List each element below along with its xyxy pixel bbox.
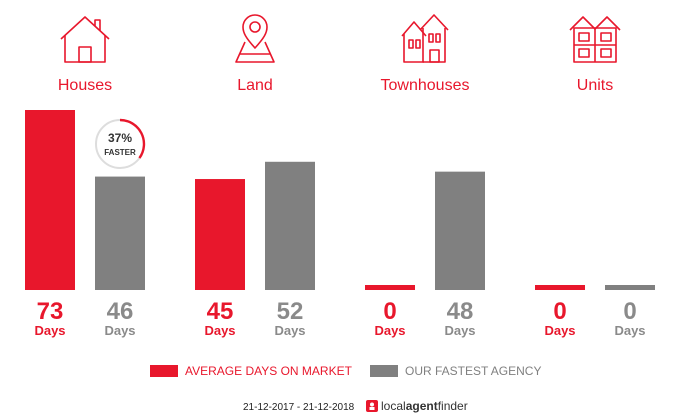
- unit-label-houses-agency: Days: [104, 323, 135, 338]
- category-label-houses: Houses: [58, 77, 112, 94]
- unit-label-land-market: Days: [204, 323, 235, 338]
- faster-badge: 37% FASTER: [95, 118, 146, 169]
- unit-label-houses-market: Days: [34, 323, 65, 338]
- bar-houses-agency: [95, 176, 145, 290]
- value-label-units-market: 0: [553, 298, 566, 325]
- value-label-land-agency: 52: [277, 298, 304, 325]
- value-label-land-market: 45: [207, 298, 234, 325]
- badge-faster-label: FASTER: [104, 148, 136, 157]
- legend: AVERAGE DAYS ON MARKET OUR FASTEST AGENC…: [150, 364, 541, 378]
- category-label-units: Units: [577, 77, 613, 94]
- value-label-houses-agency: 46: [107, 298, 134, 325]
- value-labels-group: 73Days46Days45Days52Days0Days48Days0Days…: [34, 298, 645, 338]
- bars-group: [25, 110, 655, 290]
- value-label-townhouses-market: 0: [383, 298, 396, 325]
- bar-houses-market: [25, 110, 75, 290]
- date-range: 21-12-2017 - 21-12-2018: [243, 402, 355, 413]
- unit-label-townhouses-market: Days: [374, 323, 405, 338]
- badge-percent: 37%: [108, 131, 132, 145]
- legend-swatch-market: [150, 365, 178, 377]
- unit-label-townhouses-agency: Days: [444, 323, 475, 338]
- unit-label-units-market: Days: [544, 323, 575, 338]
- category-label-land: Land: [237, 77, 273, 94]
- land-pin-icon: [235, 14, 275, 63]
- bar-townhouses-market: [365, 285, 415, 290]
- value-label-units-agency: 0: [623, 298, 636, 325]
- bar-land-agency: [265, 161, 315, 290]
- house-icon: [60, 16, 110, 63]
- bar-units-market: [535, 285, 585, 290]
- brand-logo: localagentfinder: [366, 399, 468, 413]
- bar-land-market: [195, 179, 245, 290]
- legend-label-market: AVERAGE DAYS ON MARKET: [185, 364, 353, 378]
- bar-units-agency: [605, 285, 655, 290]
- value-label-townhouses-agency: 48: [447, 298, 474, 325]
- value-label-houses-market: 73: [37, 298, 64, 325]
- category-label-townhouses: Townhouses: [381, 77, 470, 94]
- unit-label-units-agency: Days: [614, 323, 645, 338]
- legend-label-agency: OUR FASTEST AGENCY: [405, 364, 541, 378]
- unit-label-land-agency: Days: [274, 323, 305, 338]
- units-icon: [569, 16, 621, 63]
- brand-name: localagentfinder: [381, 399, 468, 413]
- legend-swatch-agency: [370, 365, 398, 377]
- townhouses-icon: [401, 14, 449, 63]
- bar-townhouses-agency: [435, 171, 485, 290]
